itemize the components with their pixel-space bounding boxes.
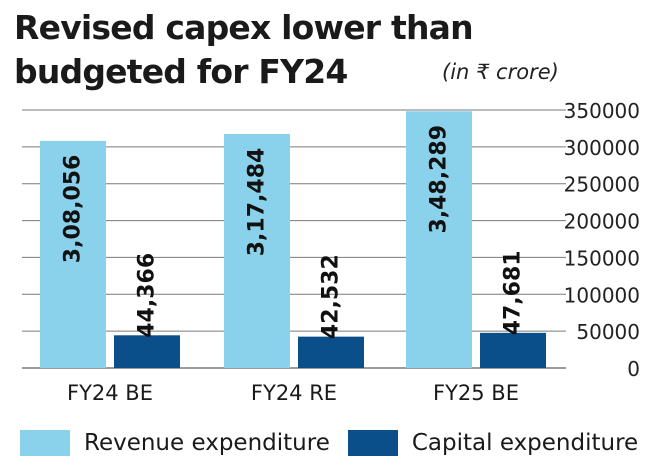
chart-title-line2: budgeted for FY24 <box>14 52 348 91</box>
legend-swatch-revenue <box>20 430 70 456</box>
legend-label-revenue: Revenue expenditure <box>84 430 330 456</box>
legend-swatch-capital <box>347 430 398 456</box>
y-tick-label: 200000 <box>564 210 640 234</box>
data-label-revenue: 3,08,056 <box>61 155 86 264</box>
y-tick-label: 250000 <box>564 173 640 197</box>
data-label-capital: 44,366 <box>135 253 160 338</box>
legend-label-capital: Capital expenditure <box>411 430 639 456</box>
y-tick-label: 300000 <box>564 136 640 160</box>
data-label-revenue: 3,17,484 <box>245 148 270 257</box>
bar-capital <box>480 332 546 368</box>
x-category-label: FY25 BE <box>433 381 519 405</box>
bar-capital <box>114 335 180 368</box>
y-tick-label: 0 <box>627 357 640 381</box>
bar-capital <box>298 336 364 368</box>
data-label-capital: 47,681 <box>501 250 526 335</box>
unit-label: (in ₹ crore) <box>442 60 559 84</box>
y-tick-label: 350000 <box>564 99 640 123</box>
legend: Revenue expenditure Capital expenditure <box>20 430 656 456</box>
y-tick-label: 150000 <box>564 246 640 270</box>
legend-item-revenue: Revenue expenditure <box>20 430 330 456</box>
data-label-revenue: 3,48,289 <box>427 125 452 234</box>
legend-item-capital: Capital expenditure <box>347 430 639 456</box>
chart-title: Revised capex lower than budgeted for FY… <box>14 6 474 94</box>
x-category-label: FY24 BE <box>67 381 153 405</box>
bar-revenue <box>40 140 106 368</box>
bar-revenue <box>406 111 472 368</box>
y-tick-label: 100000 <box>564 283 640 307</box>
y-tick-label: 50000 <box>576 320 640 344</box>
data-label-capital: 42,532 <box>319 254 344 339</box>
bar-revenue <box>224 133 290 368</box>
x-category-label: FY24 RE <box>251 381 337 405</box>
chart-title-line1: Revised capex lower than <box>14 8 474 47</box>
